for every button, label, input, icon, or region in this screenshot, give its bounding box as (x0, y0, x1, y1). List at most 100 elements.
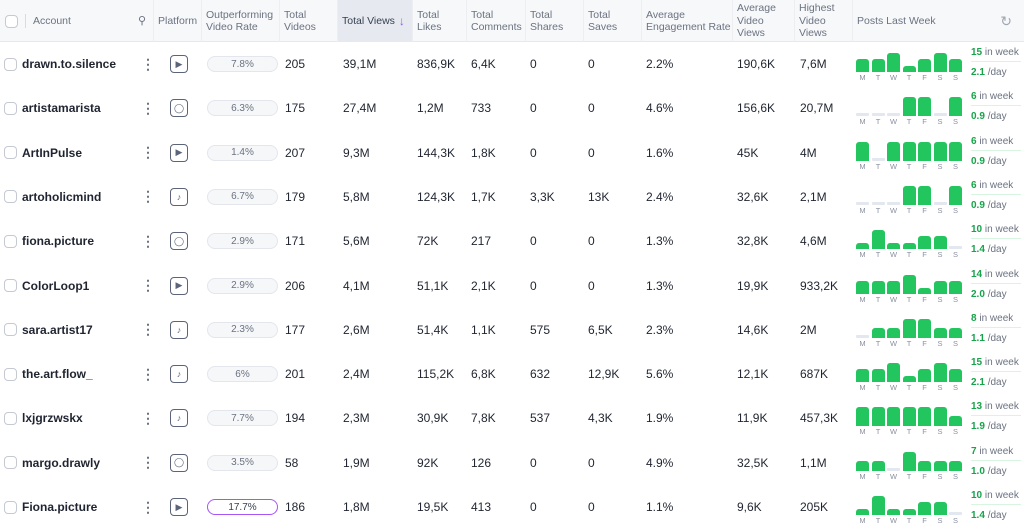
account-name[interactable]: drawn.to.silence (22, 57, 117, 71)
day-label: S (952, 471, 958, 481)
total-shares: 0 (530, 234, 537, 249)
day-label: W (889, 250, 898, 260)
more-options-icon[interactable]: ⋮ (141, 498, 155, 515)
refresh-icon[interactable]: ↻ (1000, 12, 1012, 29)
row-checkbox[interactable] (4, 57, 17, 71)
account-name[interactable]: margo.drawly (22, 455, 101, 470)
post-bar (856, 280, 869, 294)
account-name[interactable]: lxjgrzwskx (22, 411, 83, 426)
post-bar (871, 201, 885, 205)
day-label: W (889, 383, 898, 393)
header-highest-video-views[interactable]: Highest Video Views (795, 0, 853, 42)
header-avg-engagement[interactable]: Average Engagement Rate (642, 0, 733, 42)
total-views: 2,4M (343, 367, 370, 382)
avg-engagement-rate: 5.6% (646, 367, 674, 382)
day-label: M (859, 250, 866, 260)
post-bar (856, 509, 869, 515)
row-checkbox[interactable] (4, 456, 17, 470)
total-likes: 72K (417, 234, 439, 249)
account-name[interactable]: fiona.picture (22, 234, 95, 249)
total-saves: 0 (588, 234, 595, 249)
day-label: T (906, 471, 912, 481)
more-options-icon[interactable]: ⋮ (141, 321, 155, 338)
header-total-videos[interactable]: Total Videos (280, 0, 338, 42)
table-row[interactable]: ArtInPulse ⋮ ▶ 1.4% 207 9,3M 144,3K 1,8K 0 0… (0, 131, 1024, 175)
header-avg-video-views[interactable]: Average Video Views (733, 0, 795, 42)
table-row[interactable]: margo.drawly ⋮ ◯ 3.5% 58 1,9M 92K 126 0 0 4.9… (0, 441, 1024, 485)
table-row[interactable]: sara.artist17 ⋮ ♪ 2.3% 177 2,6M 51,4K 1,1K … (0, 308, 1024, 352)
youtube-icon: ▶ (170, 55, 188, 73)
total-saves: 0 (588, 57, 595, 71)
row-checkbox[interactable] (4, 101, 17, 115)
day-label: F (922, 205, 927, 215)
header-outperforming[interactable]: Outperforming Video Rate (202, 0, 280, 42)
header-total-likes[interactable]: Total Likes (413, 0, 467, 42)
posts-in-week: 6 in week (971, 136, 1021, 151)
table-row[interactable]: the.art.flow_ ⋮ ♪ 6% 201 2,4M 115,2K 6,8K 6… (0, 352, 1024, 396)
header-platform[interactable]: Platform (154, 0, 202, 42)
account-name[interactable]: artoholicmind (22, 189, 102, 204)
post-bar (887, 327, 900, 338)
table-row[interactable]: Fiona.picture ⋮ ▶ 17.7% 186 1,8M 19,5K 413 … (0, 485, 1024, 529)
table-row[interactable]: ColorLoop1 ⋮ ▶ 2.9% 206 4,1M 51,1K 2,1K 0 0 1… (0, 264, 1024, 308)
post-bar (856, 460, 869, 471)
select-all-checkbox[interactable] (5, 14, 18, 28)
header-total-comments[interactable]: Total Comments (467, 0, 526, 42)
header-total-shares[interactable]: Total Shares (526, 0, 584, 42)
more-options-icon[interactable]: ⋮ (141, 365, 155, 382)
more-options-icon[interactable]: ⋮ (141, 232, 155, 249)
more-options-icon[interactable]: ⋮ (141, 454, 155, 471)
table-row[interactable]: drawn.to.silence ⋮ ▶ 7.8% 205 39,1M 836,9K… (0, 42, 1024, 86)
row-checkbox[interactable] (4, 279, 17, 292)
day-label: M (859, 294, 866, 304)
post-bar (871, 327, 885, 338)
more-options-icon[interactable]: ⋮ (141, 277, 155, 293)
row-checkbox[interactable] (4, 411, 17, 425)
account-name[interactable]: sara.artist17 (22, 322, 93, 337)
row-checkbox[interactable] (4, 500, 17, 514)
table-row[interactable]: artoholicmind ⋮ ♪ 6.7% 179 5,8M 124,3K 1,7K… (0, 175, 1024, 219)
total-likes: 1,2M (417, 101, 444, 116)
day-label: M (859, 117, 866, 127)
arrow-down-icon: ↓ (398, 13, 405, 28)
more-options-icon[interactable]: ⋮ (141, 99, 155, 116)
posts-in-week: 8 in week (971, 313, 1021, 328)
row-checkbox[interactable] (4, 146, 17, 160)
table-row[interactable]: fiona.picture ⋮ ◯ 2.9% 171 5,6M 72K 217 0 0 1… (0, 219, 1024, 263)
total-saves: 6,5K (588, 322, 613, 337)
more-options-icon[interactable]: ⋮ (141, 144, 155, 161)
total-videos: 171 (285, 234, 306, 249)
row-checkbox[interactable] (4, 234, 17, 248)
header-total-views[interactable]: Total Views ↓ (338, 0, 413, 42)
account-name[interactable]: ColorLoop1 (22, 278, 90, 293)
account-name[interactable]: artistamarista (22, 101, 101, 116)
account-name[interactable]: the.art.flow_ (22, 367, 93, 382)
total-comments: 1,1K (471, 322, 496, 337)
row-checkbox[interactable] (4, 323, 17, 337)
table-row[interactable]: lxjgrzwskx ⋮ ♪ 7.7% 194 2,3M 30,9K 7,8K 537… (0, 396, 1024, 440)
day-label: S (952, 383, 958, 393)
outperforming-rate-pill: 2.9% (207, 233, 278, 250)
more-options-icon[interactable]: ⋮ (141, 55, 155, 72)
post-bar (902, 185, 916, 205)
table-row[interactable]: artistamarista ⋮ ◯ 6.3% 175 27,4M 1,2M 733 … (0, 86, 1024, 130)
avg-video-views: 32,6K (737, 189, 769, 204)
header-total-saves[interactable]: Total Saves (584, 0, 642, 42)
account-name[interactable]: ArtInPulse (22, 145, 83, 160)
account-name[interactable]: Fiona.picture (22, 500, 98, 514)
search-icon[interactable]: ⚲ (138, 14, 147, 27)
row-checkbox[interactable] (4, 367, 17, 381)
total-likes: 51,1K (417, 278, 449, 293)
day-label: W (889, 294, 898, 304)
more-options-icon[interactable]: ⋮ (141, 188, 155, 205)
outperforming-rate-pill: 1.4% (207, 144, 278, 161)
more-options-icon[interactable]: ⋮ (141, 409, 155, 426)
total-videos: 179 (285, 189, 306, 204)
post-bar (871, 496, 885, 515)
day-label: T (875, 205, 881, 215)
row-checkbox[interactable] (4, 190, 17, 204)
posts-in-week: 14 in week (971, 269, 1021, 284)
day-label: S (937, 427, 943, 437)
